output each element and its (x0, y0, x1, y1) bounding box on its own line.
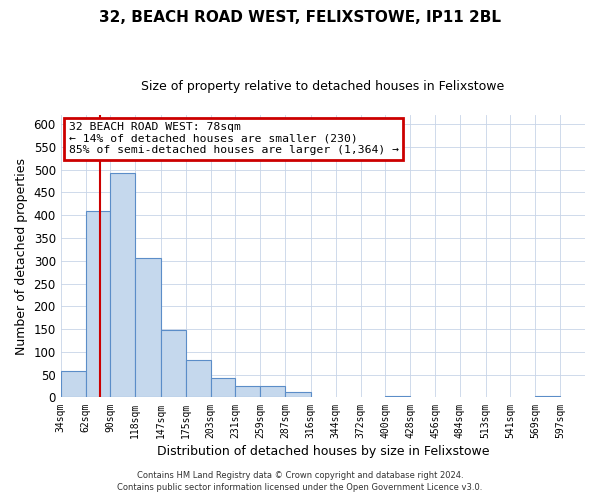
X-axis label: Distribution of detached houses by size in Felixstowe: Distribution of detached houses by size … (157, 444, 489, 458)
Bar (535, 396, 560, 398)
Bar (86, 210, 110, 398)
Bar (285, 392, 311, 398)
Bar (161, 330, 186, 398)
Bar (260, 386, 285, 398)
Bar (235, 386, 260, 398)
Bar (61, 372, 86, 398)
Y-axis label: Number of detached properties: Number of detached properties (15, 158, 28, 354)
Title: Size of property relative to detached houses in Felixstowe: Size of property relative to detached ho… (141, 80, 505, 93)
Bar (186, 360, 211, 398)
Bar (135, 258, 161, 398)
Bar (110, 173, 135, 398)
Text: 32, BEACH ROAD WEST, FELIXSTOWE, IP11 2BL: 32, BEACH ROAD WEST, FELIXSTOWE, IP11 2B… (99, 10, 501, 25)
Text: 32 BEACH ROAD WEST: 78sqm
← 14% of detached houses are smaller (230)
85% of semi: 32 BEACH ROAD WEST: 78sqm ← 14% of detac… (68, 122, 398, 156)
Bar (385, 396, 410, 398)
Bar (211, 378, 235, 398)
Text: Contains HM Land Registry data © Crown copyright and database right 2024.
Contai: Contains HM Land Registry data © Crown c… (118, 471, 482, 492)
